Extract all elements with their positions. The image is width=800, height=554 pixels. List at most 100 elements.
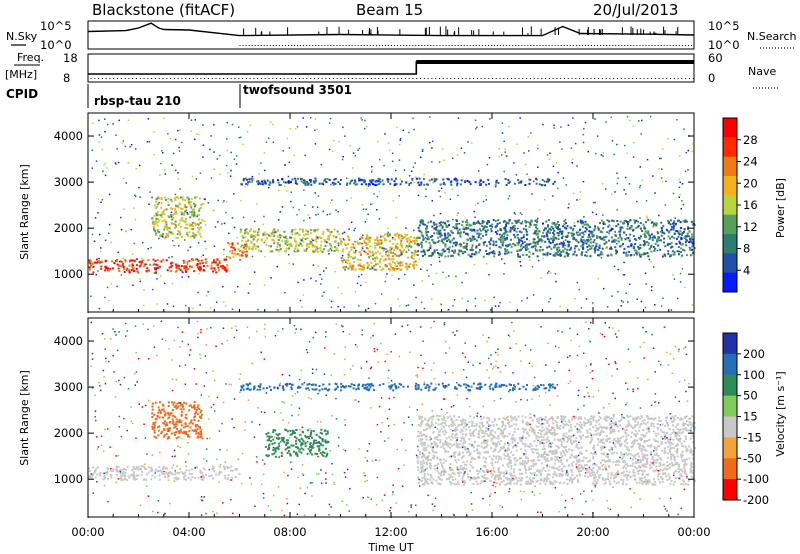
scatter-point: [588, 244, 590, 247]
scatter-noise-point: [576, 230, 579, 232]
scatter-point: [513, 182, 516, 185]
scatter-point: [183, 214, 186, 216]
scatter-point: [371, 252, 374, 255]
scatter-noise-point: [100, 247, 102, 249]
scatter-point: [468, 224, 471, 227]
scatter-point: [384, 233, 386, 236]
scatter-point: [556, 451, 559, 454]
scatter-point: [581, 220, 584, 223]
scatter-point: [247, 181, 249, 184]
scatter-point: [608, 220, 611, 223]
scatter-noise-point: [540, 277, 542, 279]
scatter-point: [441, 442, 444, 445]
scatter-point: [197, 223, 200, 226]
scatter-point: [445, 226, 448, 229]
scatter-point: [451, 249, 454, 252]
scatter-point: [327, 230, 330, 232]
scatter-point: [231, 242, 234, 245]
scatter-point: [380, 239, 383, 242]
scatter-point: [225, 258, 227, 261]
scatter-point: [297, 438, 300, 441]
scatter-point: [142, 465, 145, 468]
scatter-point: [444, 255, 447, 258]
scatter-point: [682, 248, 685, 251]
scatter-point: [196, 226, 199, 229]
scatter-point: [157, 266, 160, 269]
scatter-point: [335, 236, 338, 239]
scatter-point: [672, 226, 675, 229]
scatter-point: [376, 257, 379, 260]
nsearch-point: [427, 45, 429, 46]
nsearch-point: [418, 45, 420, 46]
scatter-point: [433, 249, 436, 252]
scatter-point: [309, 451, 312, 454]
scatter-point: [638, 426, 641, 429]
scatter-point: [407, 246, 410, 249]
scatter-point: [566, 248, 569, 251]
scatter-point: [505, 221, 508, 224]
scatter-noise-point: [564, 218, 567, 221]
scatter-point: [381, 268, 384, 271]
scatter-point: [509, 226, 512, 229]
scatter-point: [566, 451, 569, 454]
scatter-point: [589, 238, 592, 241]
scatter-point: [128, 271, 131, 274]
scatter-point: [524, 220, 527, 223]
scatter-noise-point: [617, 291, 619, 293]
scatter-point: [107, 269, 110, 272]
nsearch-point: [630, 45, 632, 46]
scatter-noise-point: [616, 143, 618, 146]
scatter-point: [577, 418, 580, 421]
scatter-point: [153, 431, 156, 434]
scatter-point: [313, 181, 316, 184]
scatter-noise-point: [264, 256, 266, 258]
scatter-point: [132, 467, 135, 470]
scatter-point: [120, 479, 123, 482]
scatter-noise-point: [95, 273, 97, 276]
scatter-point: [227, 474, 230, 477]
scatter-point: [292, 450, 295, 453]
scatter-point: [654, 242, 657, 245]
scatter-noise-point: [192, 211, 195, 213]
scatter-point: [341, 261, 344, 264]
scatter-point: [546, 233, 548, 236]
scatter-point: [120, 477, 123, 480]
scatter-point: [184, 204, 187, 206]
scatter-noise-point: [378, 190, 381, 193]
scatter-point: [526, 233, 529, 236]
scatter-point: [608, 224, 611, 227]
scatter-point: [444, 449, 447, 452]
scatter-point: [112, 468, 115, 471]
scatter-noise-point: [673, 138, 676, 141]
scatter-point: [309, 435, 312, 438]
nave-point: [382, 78, 384, 79]
scatter-noise-point: [425, 195, 427, 198]
scatter-point: [204, 258, 207, 261]
scatter-noise-point: [237, 285, 239, 288]
scatter-point: [194, 425, 197, 428]
scatter-point: [145, 270, 148, 273]
nave-point: [279, 78, 281, 79]
scatter-point: [546, 235, 549, 238]
scatter-point: [178, 232, 181, 235]
scatter-point: [655, 447, 658, 450]
scatter-noise-point: [629, 119, 631, 122]
scatter-point: [506, 237, 508, 239]
scatter-noise-point: [576, 199, 578, 201]
scatter-point: [171, 261, 174, 264]
scatter-noise-point: [486, 163, 489, 166]
scatter-point: [175, 196, 178, 198]
scatter-noise-point: [251, 255, 254, 258]
scatter-noise-point: [638, 120, 640, 122]
scatter-point: [429, 220, 432, 223]
scatter-point: [309, 181, 312, 183]
scatter-point: [137, 271, 140, 274]
scatter-point: [485, 427, 488, 429]
scatter-point: [658, 470, 661, 472]
scatter-point: [561, 231, 564, 234]
scatter-noise-point: [164, 168, 166, 171]
scatter-point: [193, 419, 196, 422]
scatter-point: [516, 233, 519, 236]
scatter-point: [526, 248, 529, 251]
scatter-point: [140, 473, 143, 476]
